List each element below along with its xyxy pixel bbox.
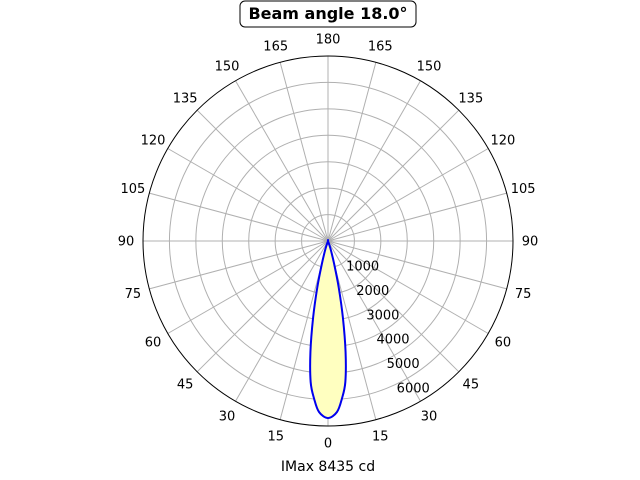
angle-tick-label: 0 bbox=[324, 437, 332, 452]
angle-tick-label: 45 bbox=[463, 377, 480, 392]
angular-grid-line bbox=[149, 192, 329, 242]
angular-grid-line bbox=[327, 80, 421, 242]
angular-grid-line bbox=[167, 148, 329, 242]
angle-tick-label: 135 bbox=[458, 92, 483, 107]
angular-grid-line bbox=[327, 240, 460, 373]
angle-tick-label: 135 bbox=[173, 92, 198, 107]
angle-tick-label: 30 bbox=[421, 409, 438, 424]
angular-grid-line bbox=[235, 80, 329, 242]
angle-tick-label: 15 bbox=[372, 430, 389, 445]
angular-grid-line bbox=[167, 240, 329, 334]
angular-grid-line bbox=[279, 62, 329, 242]
angle-tick-label: 165 bbox=[368, 39, 393, 54]
angle-tick-label: 75 bbox=[125, 287, 142, 302]
angle-tick-label: 30 bbox=[219, 409, 236, 424]
angular-grid-line bbox=[235, 240, 329, 402]
angle-tick-label: 120 bbox=[141, 134, 166, 149]
angular-grid-line bbox=[327, 192, 507, 242]
beam-fill-area bbox=[310, 240, 346, 419]
angular-grid-line bbox=[327, 240, 421, 402]
radial-tick-labels: 1000 2000 3000 4000 5000 6000 bbox=[346, 259, 430, 396]
angle-tick-label: 165 bbox=[263, 39, 288, 54]
angular-grid-line bbox=[149, 240, 329, 290]
chart-title: Beam angle 18.0° bbox=[248, 4, 407, 23]
radial-tick-label: 1000 bbox=[346, 259, 379, 274]
angle-tick-label: 120 bbox=[491, 134, 516, 149]
angular-grid-line bbox=[327, 148, 489, 242]
radial-tick-label: 6000 bbox=[397, 382, 430, 397]
angular-grid-line bbox=[196, 109, 329, 242]
angle-tick-label: 180 bbox=[316, 33, 341, 48]
radial-tick-label: 4000 bbox=[376, 333, 409, 348]
chart-title-box: Beam angle 18.0° bbox=[239, 0, 417, 28]
angle-tick-label: 60 bbox=[145, 336, 162, 351]
angle-tick-label: 15 bbox=[267, 430, 284, 445]
angle-tick-label: 75 bbox=[515, 287, 532, 302]
angle-tick-labels: 0 15 30 45 60 75 90 105 120 135 150 165 180 165 150 135… bbox=[118, 33, 539, 452]
angle-tick-label: 90 bbox=[118, 235, 135, 250]
angle-tick-label: 90 bbox=[522, 235, 539, 250]
angle-tick-label: 150 bbox=[215, 60, 240, 75]
polar-frame bbox=[142, 55, 514, 427]
angle-tick-label: 150 bbox=[417, 60, 442, 75]
title-frame bbox=[239, 0, 417, 28]
angular-grid-line bbox=[327, 62, 377, 242]
angle-tick-label: 60 bbox=[495, 336, 512, 351]
radial-tick-label: 5000 bbox=[387, 357, 420, 372]
angular-grid-line bbox=[327, 240, 507, 290]
angular-grid-line bbox=[327, 109, 460, 242]
angle-tick-label: 45 bbox=[177, 377, 194, 392]
angular-grid-line bbox=[196, 240, 329, 373]
radial-tick-label: 2000 bbox=[356, 284, 389, 299]
series-layer bbox=[309, 239, 347, 420]
radial-tick-label: 3000 bbox=[366, 308, 399, 323]
beam-intensity-line bbox=[309, 239, 347, 420]
angle-tick-label: 105 bbox=[511, 182, 536, 197]
angular-grid-line bbox=[327, 240, 489, 334]
x-axis-label: IMax 8435 cd bbox=[281, 459, 375, 475]
angle-tick-label: 105 bbox=[120, 182, 145, 197]
